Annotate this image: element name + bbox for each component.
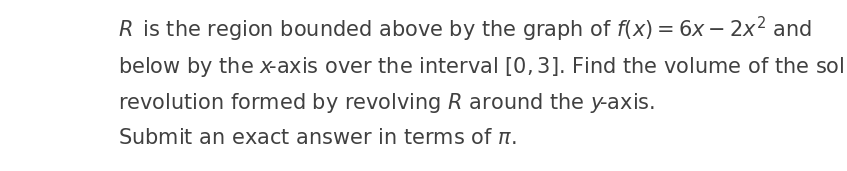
Text: below by the $x\!$-axis over the interval $[0, 3]$. Find the volume of the solid: below by the $x\!$-axis over the interva… bbox=[118, 55, 847, 79]
Text: revolution formed by revolving $\mathit{R}$ around the $y\!$-axis.: revolution formed by revolving $\mathit{… bbox=[118, 91, 655, 115]
Text: $\mathit{R}\,$ is the region bounded above by the graph of $f(x) = 6x - 2x^2$ an: $\mathit{R}\,$ is the region bounded abo… bbox=[118, 15, 811, 44]
Text: Submit an exact answer in terms of $\pi$.: Submit an exact answer in terms of $\pi$… bbox=[118, 128, 516, 148]
